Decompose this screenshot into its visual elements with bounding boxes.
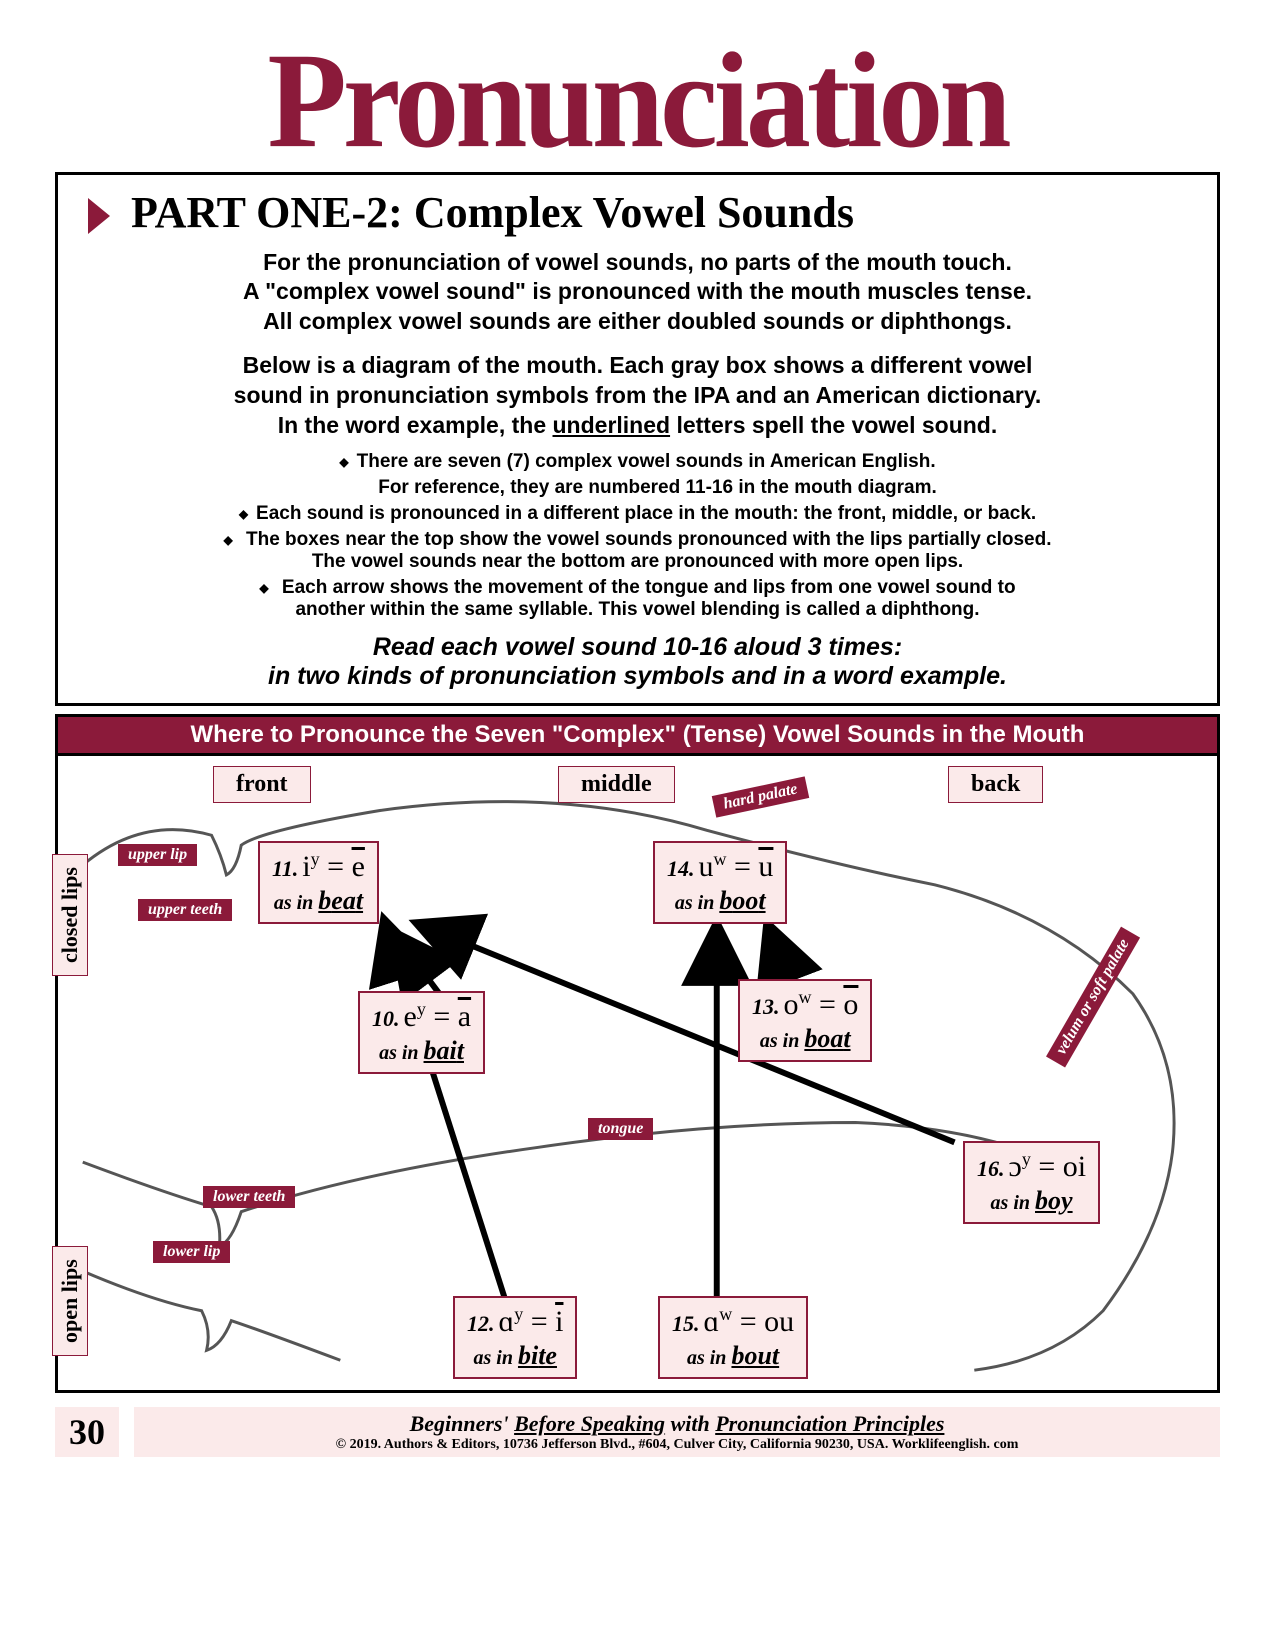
vowel-11: 11. iy = e as in beat (258, 841, 379, 924)
vowel-16: 16. ɔy = oi as in boy (963, 1141, 1100, 1224)
mouth-svg (58, 756, 1217, 1390)
intro-line: sound in pronunciation symbols from the … (88, 381, 1187, 411)
page-number: 30 (55, 1407, 119, 1457)
anat-tongue: tongue (588, 1118, 653, 1140)
bullet: Each sound is pronounced in a different … (88, 503, 1187, 525)
pos-back: back (948, 766, 1043, 803)
vowel-12: 12. ɑy = i as in bite (453, 1296, 577, 1379)
bullet-sub: For reference, they are numbered 11-16 i… (128, 477, 1187, 499)
intro-p2: Below is a diagram of the mouth. Each gr… (88, 351, 1187, 441)
read-prompt: Read each vowel sound 10-16 aloud 3 time… (88, 633, 1187, 691)
pos-middle: middle (558, 766, 675, 803)
vowel-14: 14. uw = u as in boot (653, 841, 787, 924)
vowel-15: 15. ɑw = ou as in bout (658, 1296, 808, 1379)
footer: 30 Beginners' Before Speaking with Pronu… (55, 1407, 1220, 1457)
pos-front: front (213, 766, 311, 803)
main-title: Pronunciation (55, 37, 1220, 167)
intro-line: For the pronunciation of vowel sounds, n… (88, 248, 1187, 278)
diagram-header: Where to Pronounce the Seven "Complex" (… (55, 714, 1220, 753)
anat-lower-teeth: lower teeth (203, 1186, 295, 1208)
vert-open: open lips (52, 1246, 88, 1356)
footer-text: Beginners' Before Speaking with Pronunci… (134, 1407, 1220, 1457)
mouth-diagram: front middle back closed lips open lips … (55, 753, 1220, 1393)
intro-line: Below is a diagram of the mouth. Each gr… (88, 351, 1187, 381)
anat-upper-lip: upper lip (118, 844, 197, 866)
bullet-list: There are seven (7) complex vowel sounds… (88, 451, 1187, 621)
section-title: PART ONE-2: Complex Vowel Sounds (88, 187, 1187, 238)
content-box: PART ONE-2: Complex Vowel Sounds For the… (55, 172, 1220, 706)
vert-closed: closed lips (52, 854, 88, 976)
section-part: PART ONE-2: (131, 188, 403, 237)
intro-line: A "complex vowel sound" is pronounced wi… (88, 277, 1187, 307)
section-name: Complex Vowel Sounds (414, 188, 854, 237)
intro-p1: For the pronunciation of vowel sounds, n… (88, 248, 1187, 338)
anat-upper-teeth: upper teeth (138, 899, 232, 921)
section-triangle-icon (88, 198, 110, 234)
bullet: There are seven (7) complex vowel sounds… (88, 451, 1187, 473)
anat-lower-lip: lower lip (153, 1241, 230, 1263)
intro-line: In the word example, the underlined lett… (88, 411, 1187, 441)
bullet: Each arrow shows the movement of the ton… (88, 577, 1187, 621)
intro-line: All complex vowel sounds are either doub… (88, 307, 1187, 337)
bullet: The boxes near the top show the vowel so… (88, 529, 1187, 573)
vowel-10: 10. ey = a as in bait (358, 991, 485, 1074)
vowel-13: 13. ow = o as in boat (738, 979, 872, 1062)
